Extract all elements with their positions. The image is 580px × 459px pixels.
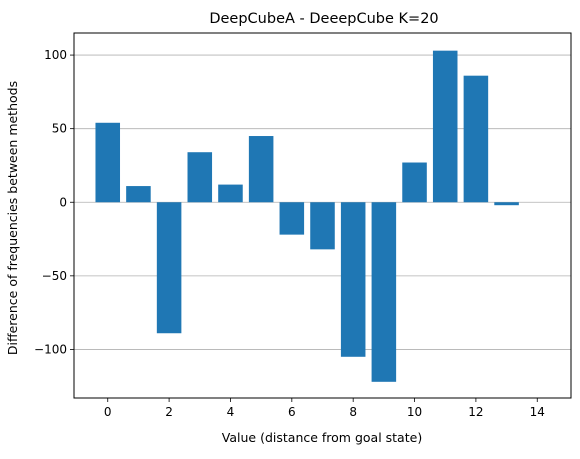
bar xyxy=(279,202,305,235)
bar xyxy=(432,50,458,203)
x-tick-label: 4 xyxy=(227,405,235,419)
y-tick-label: 50 xyxy=(52,122,67,136)
bar xyxy=(126,186,151,203)
y-axis-label: Difference of frequencies between method… xyxy=(5,81,20,355)
bar xyxy=(402,162,427,203)
bar xyxy=(494,202,519,206)
plot-frame xyxy=(73,32,572,399)
x-tick-label: 14 xyxy=(530,405,545,419)
x-tick-label: 8 xyxy=(349,405,357,419)
y-axis: −100 −50 0 50 100 xyxy=(34,48,74,356)
x-axis: 0 2 4 6 8 10 12 14 xyxy=(104,398,545,419)
bar xyxy=(463,75,489,203)
chart-title: DeepCubeA - DeeepCube K=20 xyxy=(209,11,438,27)
bar xyxy=(248,136,274,203)
bar xyxy=(310,202,335,250)
x-tick-label: 12 xyxy=(468,405,483,419)
bar xyxy=(218,184,243,203)
bar xyxy=(187,152,213,203)
bar xyxy=(340,202,366,357)
x-tick-label: 10 xyxy=(407,405,422,419)
y-tick-label: −50 xyxy=(42,269,67,283)
bars xyxy=(95,50,519,382)
x-tick-label: 0 xyxy=(104,405,112,419)
y-tick-label: 100 xyxy=(44,48,67,62)
y-tick-label: 0 xyxy=(59,195,67,209)
bar xyxy=(156,202,182,334)
bar xyxy=(371,202,397,382)
y-tick-label: −100 xyxy=(34,342,67,356)
x-axis-label: Value (distance from goal state) xyxy=(222,430,422,445)
x-tick-label: 6 xyxy=(288,405,296,419)
bar xyxy=(95,122,121,203)
x-tick-label: 2 xyxy=(165,405,173,419)
